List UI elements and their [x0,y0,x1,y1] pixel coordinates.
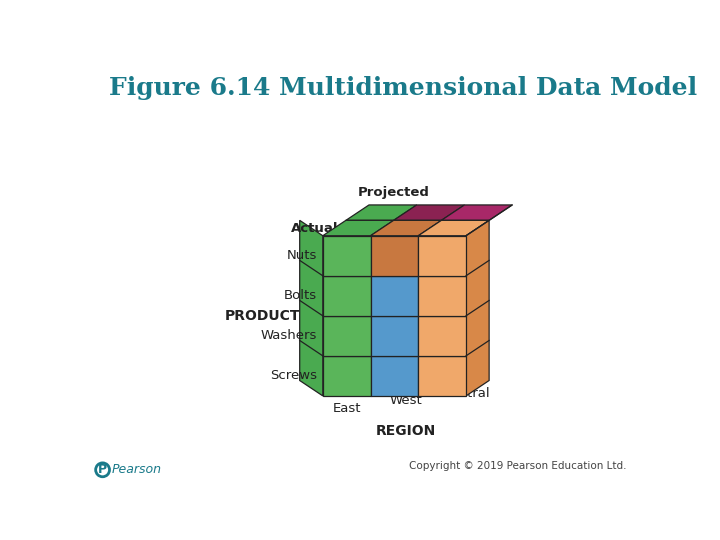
Text: Bolts: Bolts [284,289,317,302]
Polygon shape [346,205,417,220]
Text: Actual: Actual [291,221,338,234]
Text: Projected: Projected [358,186,430,199]
Polygon shape [323,276,371,316]
Text: Screws: Screws [269,369,317,382]
Polygon shape [394,205,464,220]
Polygon shape [418,316,466,356]
Polygon shape [418,236,466,276]
Text: West: West [390,394,423,407]
Polygon shape [323,220,394,236]
Polygon shape [300,220,323,396]
Text: P: P [98,463,107,476]
Polygon shape [323,316,371,356]
Polygon shape [418,276,466,316]
Polygon shape [371,356,418,396]
Text: Pearson: Pearson [112,463,162,476]
Text: East: East [333,402,361,415]
Polygon shape [323,356,371,396]
Polygon shape [371,236,418,276]
Polygon shape [371,316,418,356]
Polygon shape [371,276,418,316]
Polygon shape [466,220,489,396]
Text: Copyright © 2019 Pearson Education Ltd.: Copyright © 2019 Pearson Education Ltd. [410,461,627,471]
Text: PRODUCT: PRODUCT [225,309,300,323]
Text: Central: Central [441,387,490,400]
Polygon shape [418,356,466,396]
Text: Figure 6.14 Multidimensional Data Model: Figure 6.14 Multidimensional Data Model [109,76,697,100]
Text: Washers: Washers [260,329,317,342]
Text: Nuts: Nuts [287,249,317,262]
Polygon shape [371,220,441,236]
Polygon shape [441,205,512,220]
Text: REGION: REGION [376,423,436,437]
Polygon shape [323,236,371,276]
Polygon shape [418,220,489,236]
